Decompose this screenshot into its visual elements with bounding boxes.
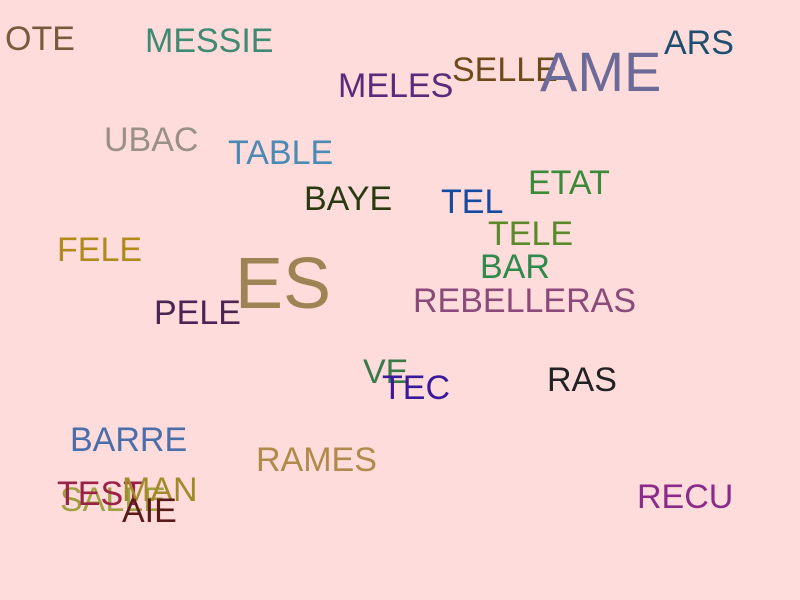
word-pele: PELE [154, 294, 241, 332]
word-salle: SALLE [60, 481, 166, 519]
word-selle: SELLE [452, 51, 558, 89]
word-ve: VE [363, 353, 409, 391]
word-fele: FELE [57, 231, 143, 269]
word-man: MAN [122, 471, 198, 509]
word-meles: MELES [338, 67, 454, 105]
word-baye: BAYE [304, 180, 393, 218]
word-tec: TEC [382, 369, 450, 407]
word-test: TEST [57, 475, 144, 513]
word-bar: BAR [480, 248, 550, 286]
word-aie: AIE [122, 492, 177, 530]
word-ote: OTE [5, 20, 75, 58]
word-etat: ETAT [528, 164, 610, 202]
word-recu: RECU [637, 478, 734, 516]
word-tele: TELE [488, 215, 574, 253]
word-rames: RAMES [256, 441, 377, 479]
word-ars: ARS [664, 24, 734, 62]
word-messie: MESSIE [145, 22, 274, 60]
word-es: ES [235, 244, 332, 324]
word-ras: RAS [547, 361, 617, 399]
word-barre: BARRE [70, 421, 188, 459]
word-ame: AME [540, 40, 662, 103]
word-rebelleras: REBELLERAS [413, 282, 636, 320]
word-table: TABLE [228, 134, 334, 172]
word-ubac: UBAC [104, 121, 199, 159]
word-tel: TEL [441, 183, 504, 221]
